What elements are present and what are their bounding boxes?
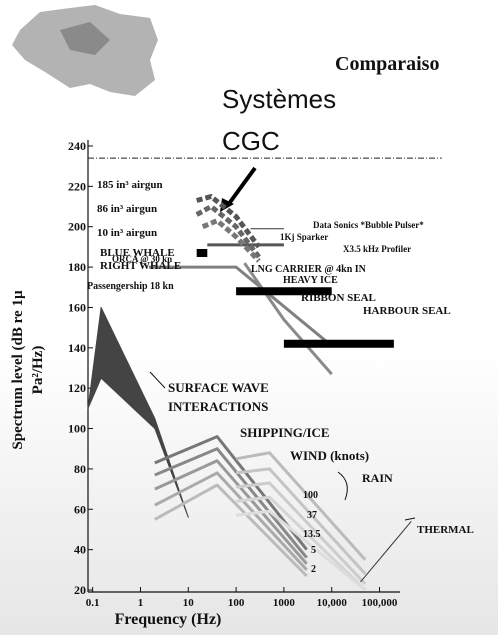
annotation: 100 [303,490,318,501]
annotation: SHIPPING/ICE [240,425,330,440]
annotation: RAIN [362,471,393,485]
annotation: 185 in³ airgun [97,179,163,191]
x-tick-label: 0.1 [86,597,100,609]
y-tick-label: 40 [74,543,86,557]
annotation: Systèmes [222,84,336,114]
slide: Comparaiso Frequency (Hz) Spectrum level… [0,0,498,635]
y-tick-label: 60 [74,502,86,516]
x-tick-label: 1000 [273,597,296,609]
annotation: 5 [311,545,316,556]
x-tick-label: 1 [138,597,144,609]
y-tick-label: 180 [68,260,86,274]
annotation: HARBOUR SEAL [363,305,451,317]
annotation: X3.5 kHz Profiler [343,244,411,254]
annotation: RIBBON SEAL [301,292,376,304]
annotation: HEAVY ICE [283,275,338,286]
annotation: THERMAL [417,524,474,536]
annotation: 1Kj Sparker [280,232,328,242]
x-tick-label: 100,000 [362,597,398,609]
y-tick-label: 120 [68,381,86,395]
y-tick-label: 220 [68,179,86,193]
chart-title: Comparaiso [335,53,439,75]
y-tick-label: 20 [74,583,86,597]
y-axis-label: Spectrum level (dB re 1µ [10,290,26,450]
annotation: 13.5 [303,529,321,540]
annotation: 86 in³ airgun [97,203,157,215]
y-tick-label: 100 [68,422,86,436]
x-axis-label: Frequency (Hz) [115,611,222,628]
y-axis-label: Pa²/Hz) [30,346,46,395]
annotation: 2 [311,564,316,575]
y-tick-label: 140 [68,341,86,355]
annotation: Passengership 18 kn [87,281,174,292]
y-tick-label: 200 [68,220,86,234]
annotation: LNG CARRIER @ 4kn IN [251,264,367,275]
y-tick-label: 240 [68,139,86,153]
annotation: INTERACTIONS [168,399,268,414]
annotation: 37 [307,510,317,521]
annotation: RIGHT WHALE [100,260,181,272]
annotation: SURFACE WAVE [168,380,269,395]
x-tick-label: 100 [228,597,245,609]
x-tick-label: 10,000 [317,597,348,609]
annotation: CGC [222,126,280,156]
y-tick-label: 80 [74,462,86,476]
annotation: WIND (knots) [290,448,369,463]
y-tick-label: 160 [68,300,86,314]
annotation: Data Sonics *Bubble Pulser* [313,220,424,230]
annotation: 10 in³ airgun [97,227,157,239]
x-tick-label: 10 [183,597,195,609]
